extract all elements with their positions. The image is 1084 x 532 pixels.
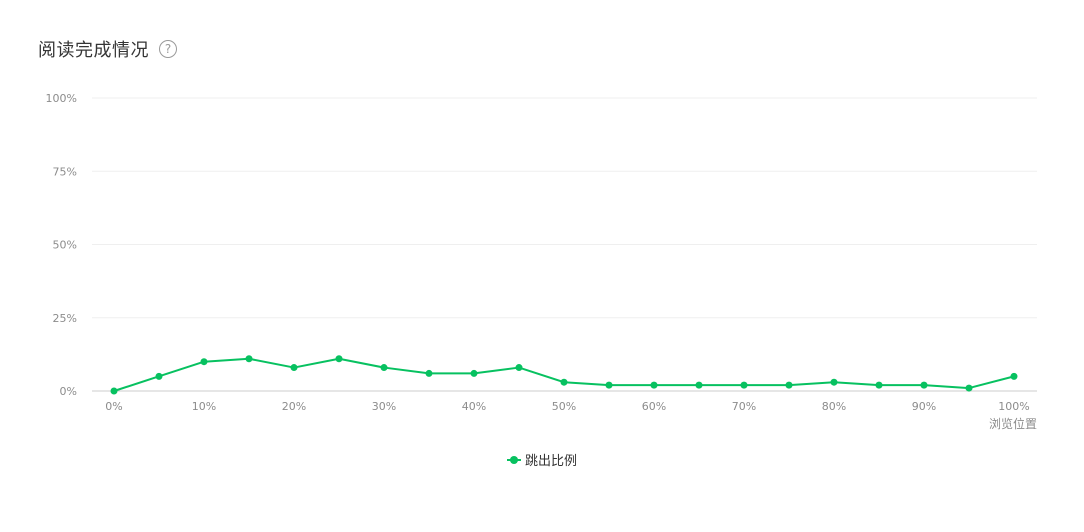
data-point[interactable] — [470, 369, 478, 377]
data-point[interactable] — [830, 378, 838, 386]
y-tick-label: 50% — [53, 239, 77, 252]
x-tick-label: 70% — [732, 400, 756, 413]
data-point[interactable] — [560, 378, 568, 386]
data-point[interactable] — [290, 364, 298, 372]
data-point[interactable] — [380, 364, 388, 372]
legend-item-bounce-rate[interactable]: 跳出比例 — [506, 450, 577, 469]
data-point[interactable] — [875, 381, 883, 389]
y-tick-label: 100% — [46, 92, 77, 105]
y-axis-ticks: 100% 75% 50% 25% 0% — [46, 92, 77, 398]
line-chart: 100% 75% 50% 25% 0% 0% 10% 20% 30% 40% 50% 60% 70% 8… — [46, 92, 1037, 431]
chart-header: 阅读完成情况 ? — [38, 36, 177, 62]
x-tick-label: 40% — [462, 400, 486, 413]
x-tick-label: 60% — [642, 400, 666, 413]
legend-marker-icon — [506, 455, 521, 465]
x-tick-label: 90% — [912, 400, 936, 413]
x-tick-label: 50% — [552, 400, 576, 413]
x-tick-label: 30% — [372, 400, 396, 413]
data-point[interactable] — [695, 381, 703, 389]
data-point[interactable] — [515, 364, 523, 372]
data-point[interactable] — [650, 381, 658, 389]
help-icon[interactable]: ? — [159, 40, 177, 58]
x-axis-ticks: 0% 10% 20% 30% 40% 50% 60% 70% 80% 90% 100% — [105, 400, 1029, 413]
y-tick-label: 75% — [53, 165, 77, 178]
data-point[interactable] — [200, 358, 208, 366]
data-point[interactable] — [920, 381, 928, 389]
data-point[interactable] — [155, 372, 163, 380]
x-tick-label: 10% — [192, 400, 216, 413]
chart-title: 阅读完成情况 — [38, 40, 149, 61]
data-point[interactable] — [335, 355, 343, 363]
y-tick-label: 25% — [53, 312, 77, 325]
data-point[interactable] — [425, 369, 433, 377]
x-axis-label: 浏览位置 — [989, 416, 1037, 431]
data-point[interactable] — [740, 381, 748, 389]
data-point[interactable] — [245, 355, 253, 363]
data-point[interactable] — [1010, 372, 1018, 380]
legend: 跳出比例 — [0, 450, 1084, 469]
x-tick-label: 0% — [105, 400, 122, 413]
data-point[interactable] — [605, 381, 613, 389]
series-group — [110, 355, 1018, 395]
legend-label: 跳出比例 — [524, 454, 577, 469]
x-tick-label: 80% — [822, 400, 846, 413]
data-point[interactable] — [965, 384, 973, 392]
data-point[interactable] — [110, 387, 118, 395]
data-point[interactable] — [785, 381, 793, 389]
x-tick-label: 100% — [998, 400, 1029, 413]
y-tick-label: 0% — [60, 385, 77, 398]
grid-lines — [92, 97, 1037, 319]
x-tick-label: 20% — [282, 400, 306, 413]
